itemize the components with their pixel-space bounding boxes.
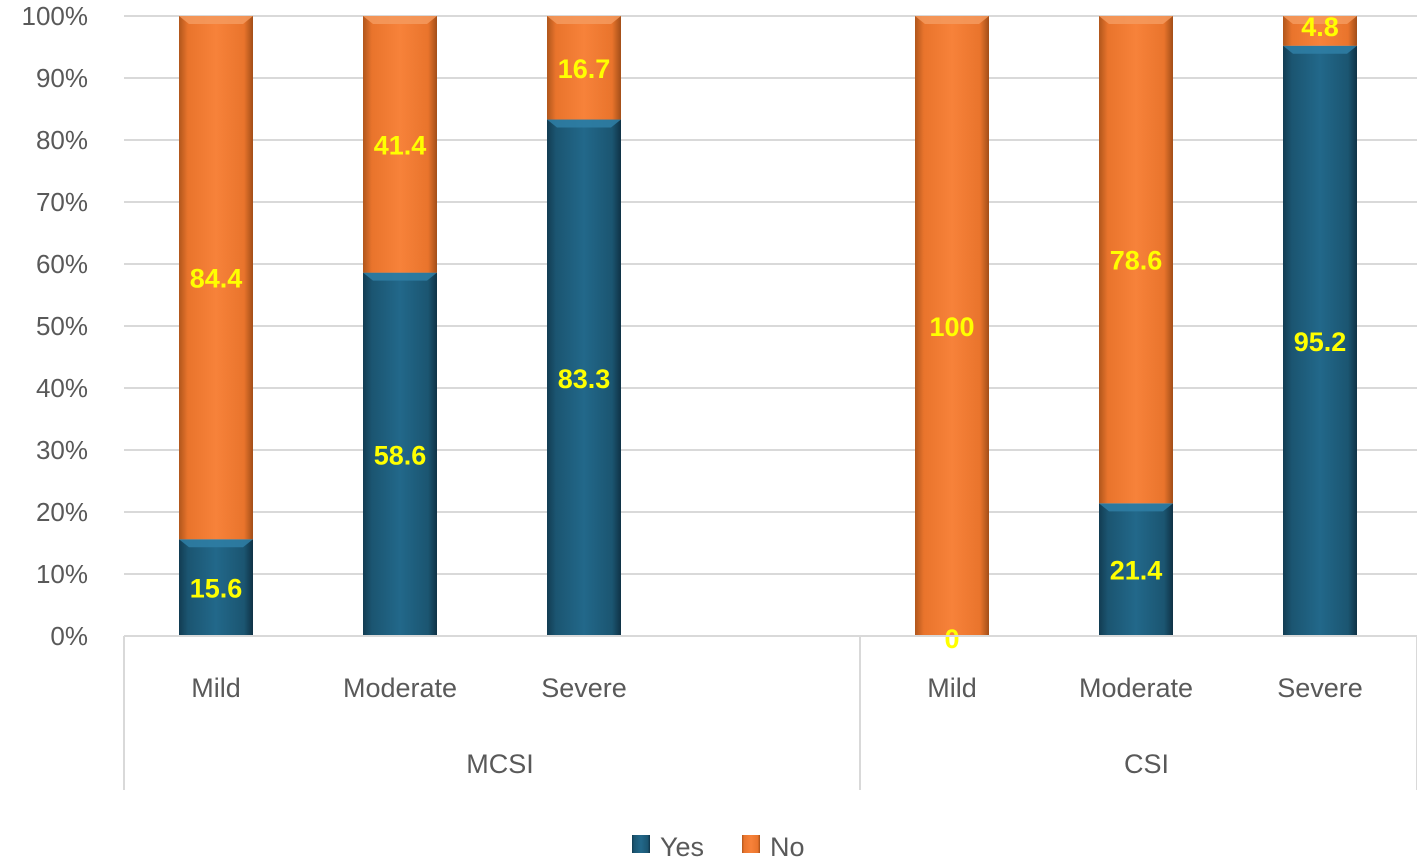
y-tick-label: 30% <box>36 435 88 465</box>
category-label: Moderate <box>1079 673 1193 703</box>
y-axis: 0% 10% 20% 30% 40% 50% 60% 70% 80% 90% 100% <box>22 1 89 651</box>
bar-no <box>915 16 989 636</box>
bar-bevel <box>363 16 437 24</box>
category-label: Severe <box>541 673 627 703</box>
legend-label-yes: Yes <box>660 832 704 859</box>
data-label-yes: 21.4 <box>1110 556 1163 586</box>
y-tick-label: 10% <box>36 559 88 589</box>
bar-bevel <box>363 272 437 281</box>
data-label-yes: 83.3 <box>558 364 611 394</box>
y-tick-label: 70% <box>36 187 88 217</box>
bar-bevel <box>1283 16 1357 24</box>
y-tick-label: 40% <box>36 373 88 403</box>
data-label-no: 4.8 <box>1301 12 1339 42</box>
data-label-yes: 58.6 <box>374 440 427 470</box>
data-label-no: 41.4 <box>374 130 427 160</box>
bar-bevel <box>915 16 989 24</box>
bar-no <box>1099 16 1173 504</box>
data-label-yes: 0 <box>944 624 959 654</box>
legend-label-no: No <box>770 832 805 859</box>
category-label: Mild <box>927 673 977 703</box>
category-label: Mild <box>191 673 241 703</box>
bars <box>179 16 1357 637</box>
category-label: Severe <box>1277 673 1363 703</box>
bar-no <box>363 16 437 273</box>
bar-yes <box>1099 503 1173 636</box>
bar-bevel <box>1283 45 1357 54</box>
data-label-no: 100 <box>929 312 974 342</box>
legend-swatch-yes <box>632 835 650 853</box>
group-label: CSI <box>1124 749 1169 779</box>
bar-no <box>547 16 621 120</box>
data-labels: 15.6 84.4 58.6 41.4 83.3 16.7 0 100 21.4 78.6 95.2… <box>190 12 1347 654</box>
data-label-yes: 15.6 <box>190 574 243 604</box>
bar-bevel <box>1099 16 1173 24</box>
bar-yes <box>547 119 621 637</box>
bar-bevel <box>547 119 621 128</box>
bar-bevel <box>1099 503 1173 512</box>
data-label-yes: 95.2 <box>1294 327 1347 357</box>
group-label: MCSI <box>466 749 534 779</box>
bar-bevel <box>179 539 253 548</box>
category-label: Moderate <box>343 673 457 703</box>
y-tick-label: 20% <box>36 497 88 527</box>
data-label-no: 84.4 <box>190 264 243 294</box>
x-axis: Mild Moderate Severe MCSI Mild Moderate Severe… <box>123 635 1417 790</box>
bar-bevel <box>547 16 621 24</box>
data-label-no: 16.7 <box>558 54 611 84</box>
bar-bevel <box>179 16 253 24</box>
data-label-no: 78.6 <box>1110 246 1163 276</box>
y-tick-label: 100% <box>22 1 89 31</box>
y-tick-label: 80% <box>36 125 88 155</box>
y-tick-label: 60% <box>36 249 88 279</box>
bar-yes <box>363 272 437 636</box>
y-tick-label: 90% <box>36 63 88 93</box>
gridlines <box>124 15 1417 637</box>
legend: Yes No <box>632 832 805 859</box>
y-tick-label: 0% <box>50 621 88 651</box>
bar-yes <box>1283 45 1357 636</box>
bar-no <box>179 16 253 540</box>
y-tick-label: 50% <box>36 311 88 341</box>
legend-swatch-no <box>742 835 760 853</box>
bar-yes <box>179 539 253 636</box>
